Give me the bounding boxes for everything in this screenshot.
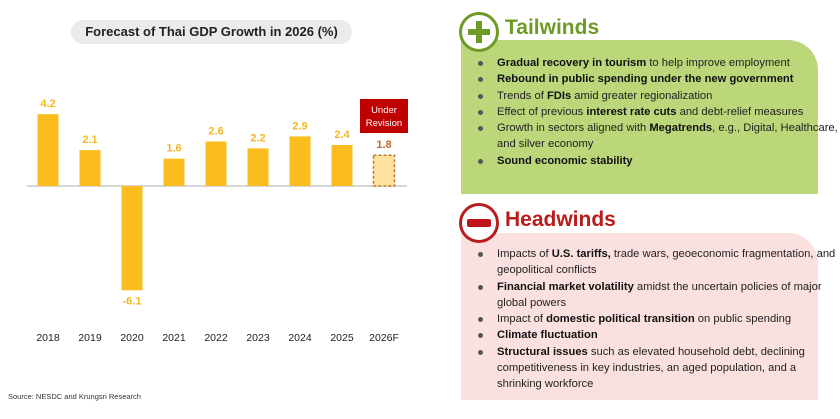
under-revision-box [360, 99, 408, 133]
x-tick-label: 2022 [204, 332, 228, 344]
list-item-text: Impacts of [497, 248, 552, 260]
list-item-text: , e.g., Digital, Healthcare, and silver … [497, 122, 838, 151]
minus-icon [459, 203, 499, 243]
list-item: Climate fluctuation [476, 327, 840, 343]
list-item-text: Effect of previous [497, 105, 587, 118]
headwinds-list: Impacts of U.S. tariffs, trade wars, geo… [476, 246, 840, 393]
bar-2025 [331, 144, 353, 186]
list-item: Rebound in public spending under the new… [476, 71, 840, 87]
bar-2020 [121, 186, 143, 291]
x-tick-label: 2020 [120, 332, 144, 344]
data-label: 2.6 [208, 126, 223, 138]
data-label: 1.8 [376, 139, 391, 151]
source-note: Source: NESDC and Krungsri Research [8, 392, 141, 401]
list-item-text: U.S. tariffs, [551, 248, 611, 260]
list-item: Trends of FDIs amid greater regionalizat… [476, 88, 840, 104]
list-item-text: Megatrends [649, 122, 713, 135]
list-item-text: domestic political transition [546, 313, 695, 326]
data-label: 2.4 [334, 129, 350, 141]
list-item: Effect of previous interest rate cuts an… [476, 104, 840, 120]
plus-icon [459, 12, 499, 52]
x-tick-label: 2025 [330, 332, 354, 344]
list-item-text: Structural issues [497, 345, 588, 358]
bar-2024 [289, 136, 311, 186]
list-item-text: Climate fluctuation [497, 329, 598, 342]
x-tick-label: 2021 [162, 332, 186, 344]
list-item-text: trade wars, geoeconomic fragmentation, a… [497, 248, 836, 277]
list-item-text: Trends of [497, 89, 547, 102]
list-item-text: interest rate cuts [586, 105, 677, 118]
bar-2019 [79, 150, 101, 186]
data-label: 1.6 [166, 143, 181, 155]
list-item-text: FDIs [546, 89, 572, 102]
data-label: 2.2 [250, 132, 265, 144]
bar-2023 [247, 148, 269, 186]
gdp-bar-chart: 4.2 2018 2.1 2019 -6.1 2020 1.6 2021 2.6 2022 2.2 2… [27, 98, 408, 344]
list-item: Impacts of U.S. tariffs, trade wars, geo… [476, 246, 840, 279]
list-item-text: to help improve employment [646, 57, 790, 69]
tailwinds-panel [461, 40, 818, 194]
list-item-text: Rebound in public spending under the new… [497, 73, 794, 86]
list-item-text: amid greater regionalization [571, 89, 713, 102]
x-tick-label: 2026F [369, 332, 399, 344]
data-label: 4.2 [40, 98, 55, 110]
list-item-text: Sound economic stability [497, 154, 633, 167]
bar-2021 [163, 158, 185, 186]
bar-2022 [205, 141, 227, 186]
bar-2018 [37, 114, 59, 186]
list-item-text: amidst the uncertain policies of major g… [497, 280, 822, 309]
list-item-text: Gradual recovery in tourism [497, 57, 647, 69]
list-item-text: Financial market volatility [497, 280, 634, 293]
list-item-text: on public spending [694, 313, 792, 326]
headwinds-panel [461, 233, 818, 400]
list-item: Growth in sectors aligned with Megatrend… [476, 120, 840, 153]
x-tick-label: 2023 [246, 332, 270, 344]
bar-2026F [372, 154, 396, 187]
under-revision-label: Revision [366, 118, 402, 129]
list-item: Structural issues such as elevated house… [476, 344, 840, 393]
list-item-text: such as elevated household debt, declini… [497, 345, 805, 391]
list-item: Impact of domestic political transition … [476, 311, 840, 327]
data-label: 2.9 [292, 120, 307, 132]
list-item: Financial market volatility amidst the u… [476, 279, 840, 312]
tailwinds-heading: Tailwinds [505, 16, 600, 39]
chart-title: Forecast of Thai GDP Growth in 2026 (%) [71, 20, 352, 44]
list-item-text: Growth in sectors aligned with [497, 122, 650, 135]
list-item-text: Impact of [497, 313, 547, 326]
under-revision-label: Under [371, 105, 397, 116]
x-tick-label: 2019 [78, 332, 102, 344]
list-item-text: and debt-relief measures [676, 105, 804, 118]
data-label: -6.1 [123, 295, 142, 307]
tailwinds-list: Gradual recovery in tourism to help impr… [476, 55, 840, 169]
headwinds-heading: Headwinds [505, 208, 616, 231]
data-label: 2.1 [82, 134, 97, 146]
x-tick-label: 2024 [288, 332, 312, 344]
list-item: Sound economic stability [476, 153, 840, 169]
x-tick-label: 2018 [36, 332, 60, 344]
list-item: Gradual recovery in tourism to help impr… [476, 55, 840, 71]
